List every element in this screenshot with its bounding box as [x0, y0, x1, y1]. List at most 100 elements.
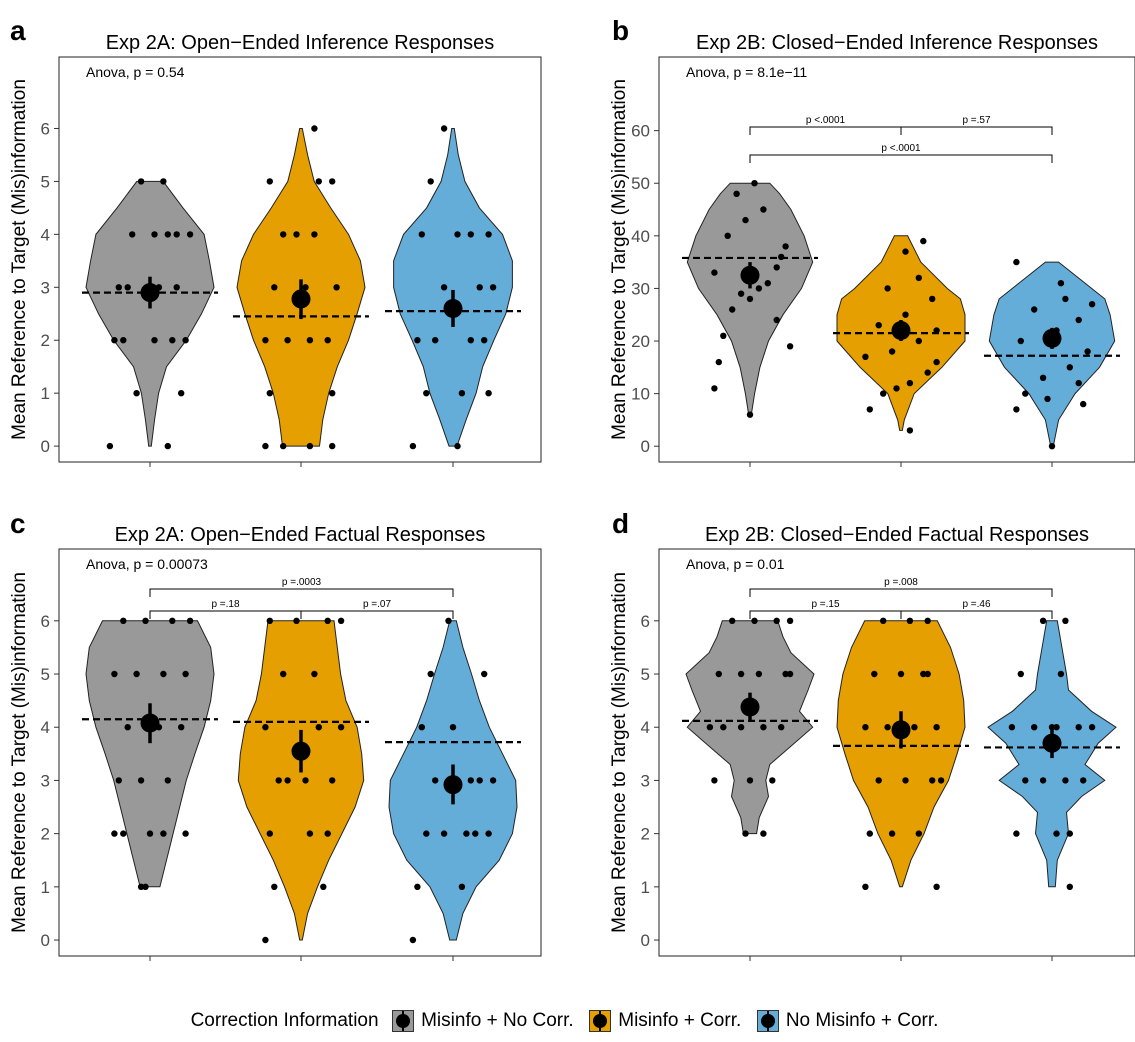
y-tick-label: 0: [41, 931, 50, 950]
data-point: [760, 724, 767, 731]
data-point: [454, 231, 461, 238]
y-tick-label: 20: [631, 332, 650, 351]
significance-label: p <.0001: [881, 143, 921, 154]
legend-entry-misinfo-no-corr: Misinfo + No Corr.: [388, 1010, 574, 1032]
significance-label: p <.0001: [806, 115, 846, 126]
panel-title: Exp 2B: Closed−Ended Inference Responses: [696, 32, 1098, 54]
data-point: [427, 178, 434, 185]
data-point: [120, 830, 127, 837]
mean-marker: [140, 713, 160, 733]
data-point: [111, 670, 118, 678]
data-point: [432, 337, 439, 344]
y-tick-label: 4: [641, 718, 650, 737]
anova-label: Anova, p = 8.1e−11: [686, 64, 807, 80]
data-point: [333, 284, 340, 291]
data-point: [115, 284, 123, 291]
y-tick-label: 6: [41, 612, 50, 631]
mean-marker: [740, 265, 760, 285]
mean-marker: [1042, 733, 1062, 753]
y-axis-label: Mean Reference to Target (Mis)informatio…: [9, 79, 30, 440]
data-point: [423, 390, 430, 397]
data-point: [933, 724, 940, 731]
data-point: [1022, 777, 1029, 784]
panel-a: a Exp 2A: Open−Ended Inference Responses M…: [9, 15, 542, 467]
data-point: [120, 617, 127, 624]
data-point: [1008, 724, 1016, 731]
panel-d: d Exp 2B: Closed−Ended Factual Responses M…: [609, 508, 1135, 961]
data-point: [866, 406, 873, 413]
data-point: [737, 670, 745, 678]
data-point: [320, 883, 327, 890]
data-point: [1057, 670, 1065, 678]
data-point: [880, 617, 887, 624]
data-point: [266, 390, 273, 397]
data-point: [120, 337, 127, 344]
data-point: [129, 231, 136, 238]
data-point: [182, 830, 189, 837]
data-point: [418, 231, 425, 238]
data-point: [124, 724, 131, 731]
legend-title: Correction Information: [190, 1010, 379, 1032]
mean-marker: [891, 321, 911, 341]
data-point: [933, 883, 940, 890]
data-point: [751, 180, 758, 187]
y-axis-label: Mean Reference to Target (Mis)informatio…: [609, 79, 630, 440]
data-point: [1031, 724, 1038, 731]
data-point: [773, 264, 780, 271]
data-point: [306, 337, 314, 344]
data-point: [755, 285, 763, 292]
data-point: [280, 231, 287, 238]
data-point: [773, 617, 780, 624]
data-point: [329, 390, 336, 397]
data-point: [720, 724, 727, 731]
data-point: [906, 379, 914, 387]
data-point: [773, 316, 780, 324]
data-point: [133, 670, 140, 678]
y-axis-label: Mean Reference to Target (Mis)informatio…: [9, 572, 30, 933]
data-point: [164, 777, 171, 784]
data-point: [884, 285, 891, 292]
data-point: [888, 830, 896, 837]
data-point: [186, 231, 194, 238]
data-point: [786, 617, 794, 624]
significance-bracket: [900, 126, 1053, 135]
data-point: [1057, 280, 1065, 287]
data-point: [737, 724, 745, 731]
legend-label: Misinfo + No Corr.: [421, 1010, 574, 1032]
data-point: [888, 348, 896, 355]
data-point: [266, 178, 273, 185]
violin-1: [237, 620, 365, 941]
significance-bracket: [900, 610, 1053, 619]
legend-key-orange: [588, 1010, 611, 1032]
mean-marker: [291, 741, 311, 761]
data-point: [1013, 830, 1020, 837]
data-point: [324, 337, 331, 344]
data-point: [489, 777, 497, 784]
data-point: [440, 125, 448, 132]
data-point: [458, 390, 466, 397]
y-tick-label: 1: [641, 878, 650, 897]
data-point: [893, 385, 900, 392]
data-point: [186, 617, 194, 624]
data-point: [1013, 258, 1020, 266]
data-point: [169, 337, 176, 344]
data-point: [902, 248, 909, 255]
data-point: [737, 290, 745, 297]
significance-bracket: [749, 588, 1053, 597]
data-point: [866, 830, 873, 837]
anova-label: Anova, p = 0.01: [686, 556, 785, 572]
panel-c: c Exp 2A: Open−Ended Factual Responses Mea…: [9, 508, 542, 961]
significance-label: p =.46: [962, 599, 991, 610]
mean-marker: [140, 283, 160, 303]
data-point: [324, 617, 331, 624]
data-point: [409, 442, 417, 450]
data-point: [733, 190, 740, 197]
data-point: [262, 724, 269, 731]
mean-marker: [443, 298, 463, 318]
panel-letter: a: [10, 15, 26, 46]
y-tick-label: 6: [641, 612, 650, 631]
data-point: [880, 390, 887, 397]
data-point: [160, 670, 167, 678]
data-point: [324, 830, 331, 837]
